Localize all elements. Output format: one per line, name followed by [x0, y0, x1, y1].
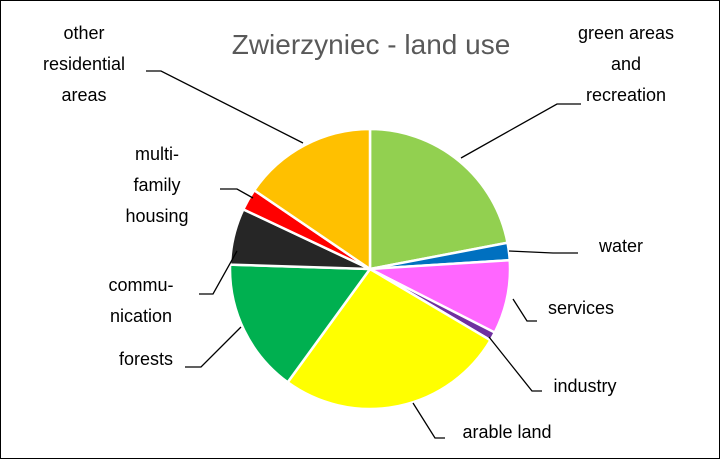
pie-slice: [252, 127, 372, 272]
leader-line: [185, 326, 242, 368]
category-label: services: [547, 298, 614, 318]
category-label: other residential areas: [42, 23, 126, 105]
leader-line: [412, 402, 445, 439]
leader-line: [512, 298, 537, 322]
category-label: green areas and recreation: [577, 23, 675, 105]
leader-line: [488, 336, 542, 392]
leader-line: [146, 70, 304, 144]
chart-title: Zwierzyniec - land use: [231, 29, 511, 60]
pie-slice: [368, 127, 509, 271]
category-label: commu- nication: [108, 275, 174, 326]
category-label: arable land: [462, 422, 552, 442]
leader-line: [199, 250, 238, 295]
leader-line: [460, 103, 581, 159]
category-label: multi- family housing: [125, 144, 189, 226]
leader-line: [220, 188, 254, 199]
pie-slice: [285, 267, 493, 411]
category-label: water: [598, 236, 643, 256]
leader-line: [508, 250, 578, 254]
pie-slice: [228, 263, 373, 385]
category-label: forests: [118, 349, 174, 369]
category-label: industry: [553, 376, 617, 396]
